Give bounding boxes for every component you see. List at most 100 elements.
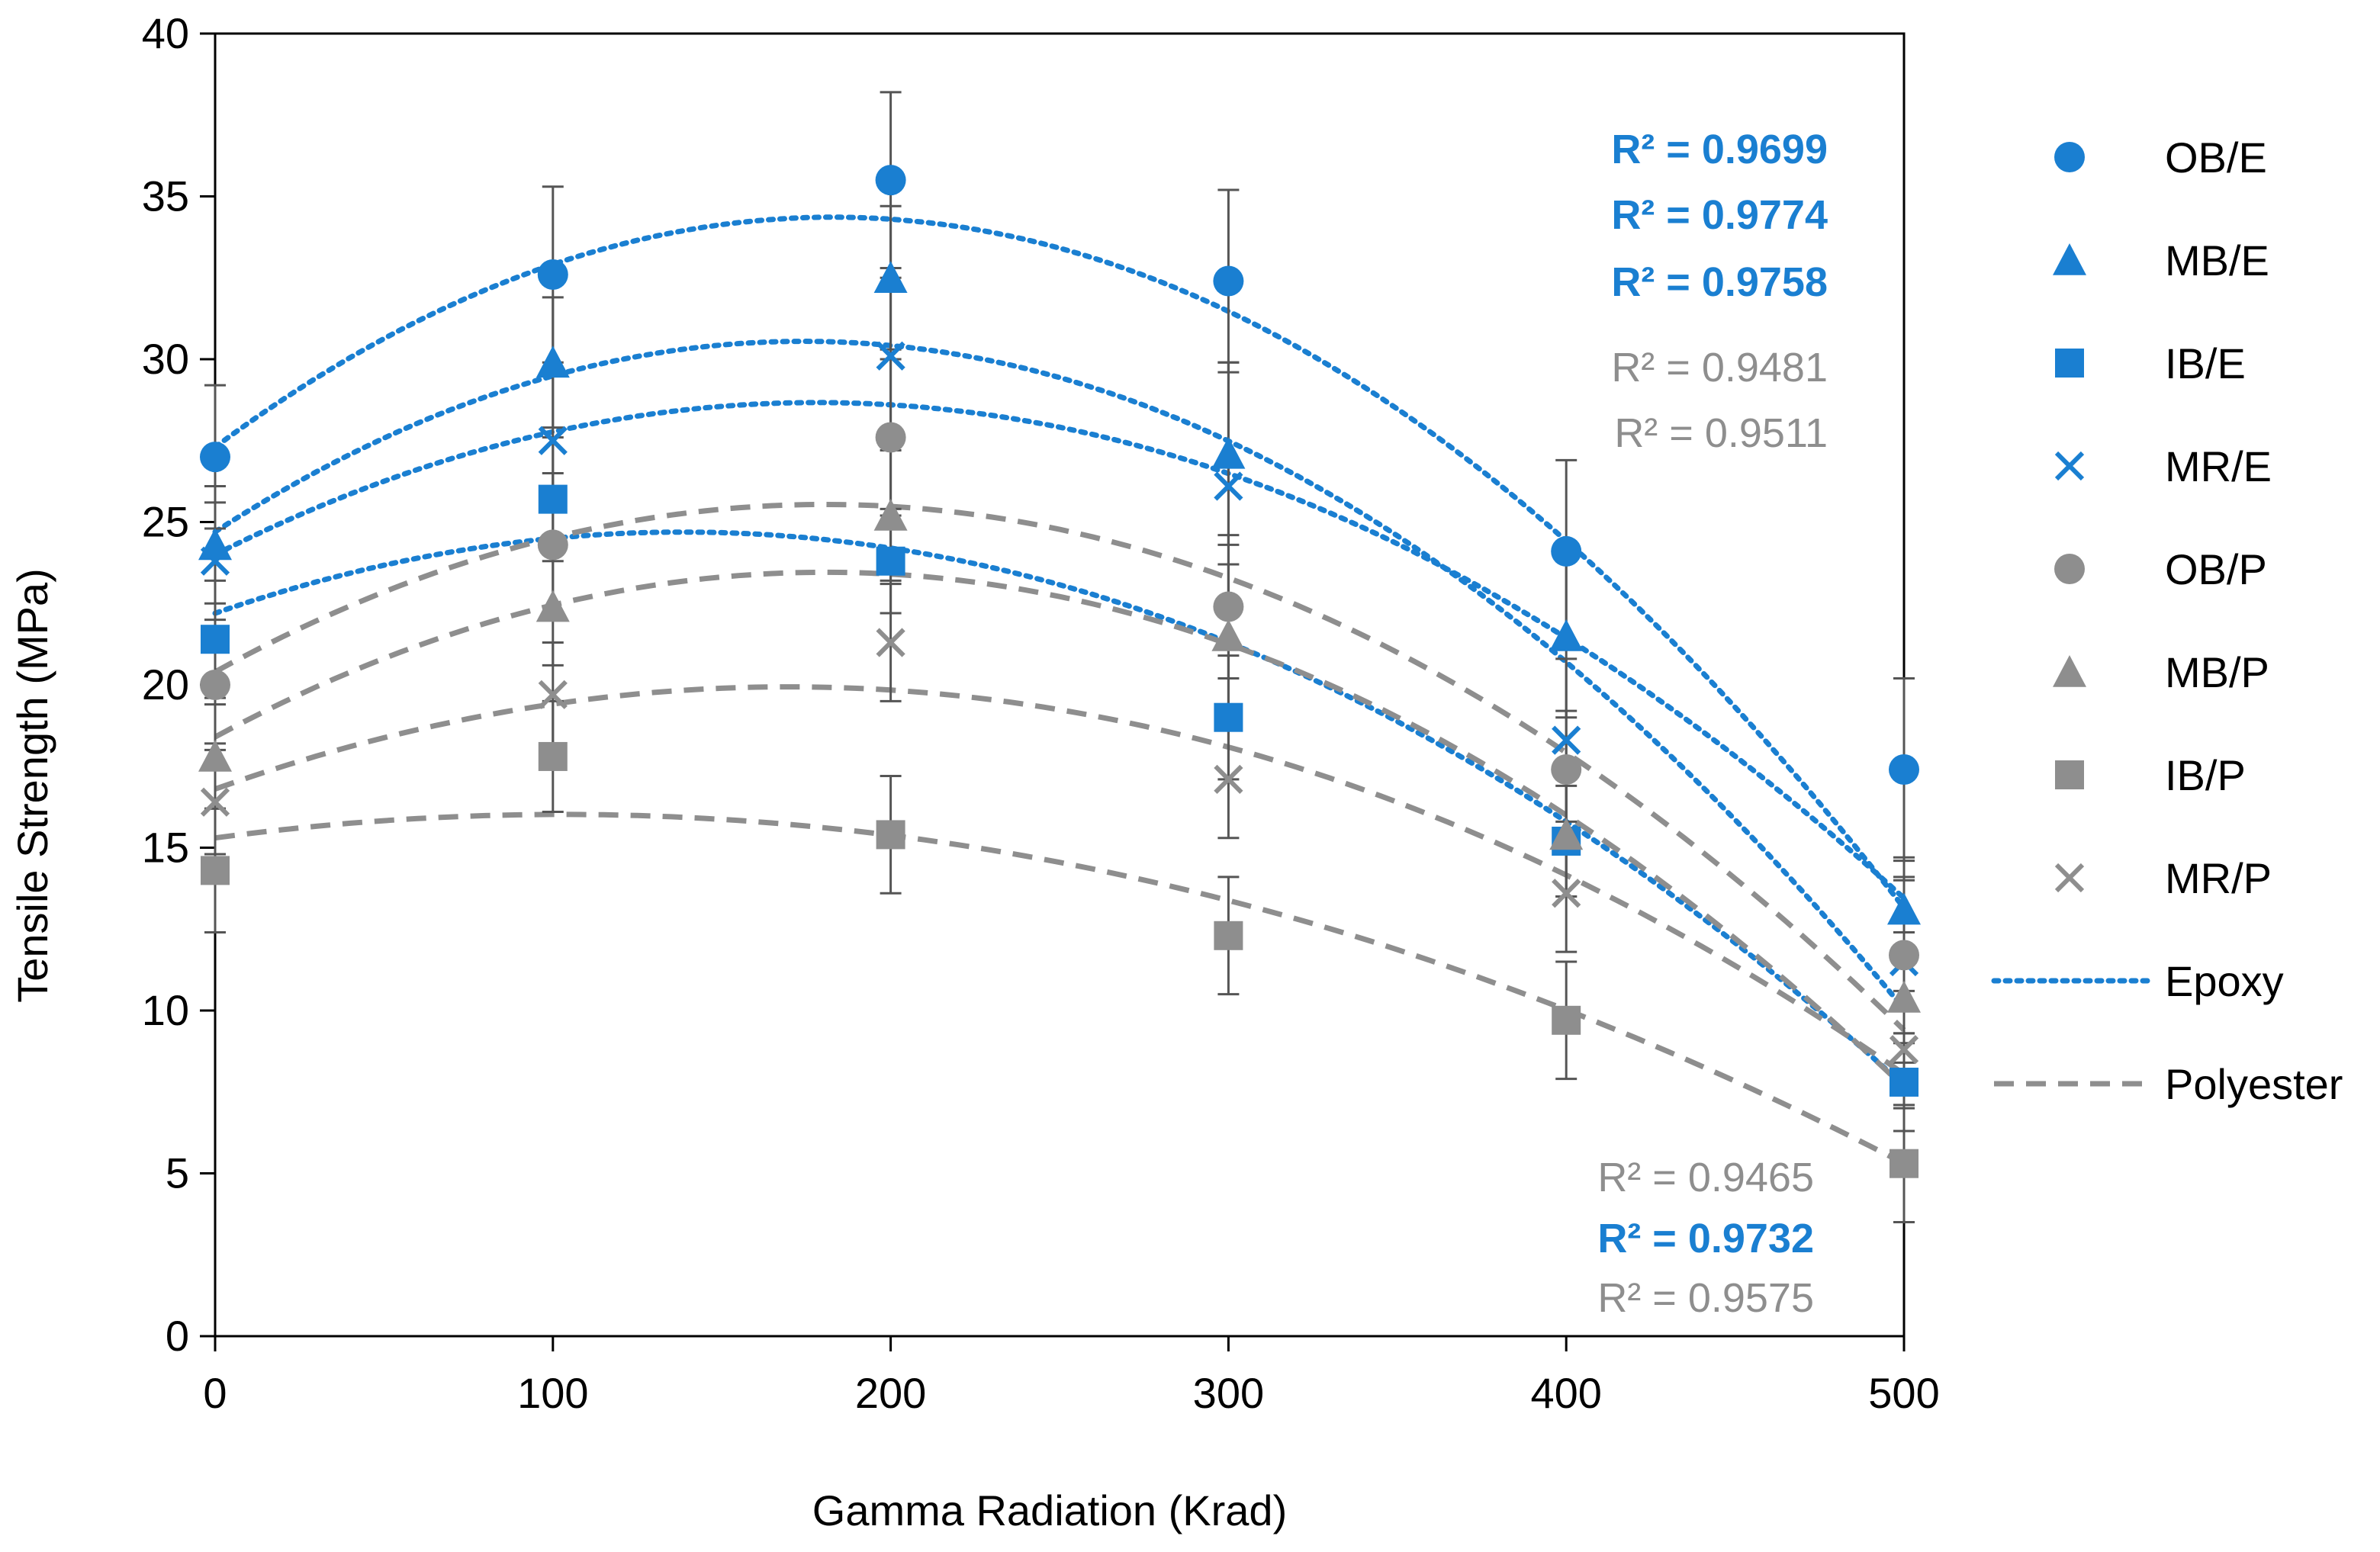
point-ob-e <box>1889 754 1919 786</box>
legend-swatch <box>2053 243 2086 275</box>
point-mr-e <box>538 426 568 455</box>
legend-item-ib-p: IB/P <box>2055 751 2246 799</box>
point-mr-p <box>538 680 568 709</box>
y-tick-label: 20 <box>142 660 189 709</box>
point-ob-p <box>200 670 230 700</box>
point-ib-p <box>1890 1149 1918 1178</box>
y-tick-label: 5 <box>166 1149 189 1197</box>
legend-item-epoxy: Epoxy <box>1991 957 2284 1005</box>
point-mb-p <box>198 739 232 772</box>
x-tick-label: 500 <box>1868 1369 1939 1417</box>
point-mr-e <box>1214 471 1243 501</box>
trendline-polyester-5 <box>214 501 1906 1033</box>
legend-label: MB/P <box>2165 648 2269 696</box>
point-ib-e <box>201 625 230 654</box>
y-axis-title: Tensile Strength (MPa) <box>8 568 56 1003</box>
y-tick-label: 35 <box>142 172 189 220</box>
point-ib-e <box>538 484 568 514</box>
point-mb-e <box>1549 619 1584 651</box>
point-ob-e <box>875 165 906 196</box>
legend-label: MB/E <box>2165 236 2269 284</box>
r2-label: R² = 0.9758 <box>1611 259 1828 305</box>
x-tick-label: 300 <box>1193 1369 1264 1417</box>
point-ob-e <box>1551 535 1582 567</box>
point-ib-p <box>876 820 905 850</box>
y-tick-label: 25 <box>142 498 189 546</box>
trendline-epoxy-4 <box>212 529 1907 1088</box>
r2-label: R² = 0.9481 <box>1611 345 1828 390</box>
markers-layer <box>198 165 1921 1178</box>
legend-label: MR/E <box>2165 442 2272 490</box>
legend-label: OB/P <box>2165 545 2267 593</box>
point-ib-e <box>876 546 905 576</box>
point-mb-e <box>873 261 908 294</box>
point-ib-e <box>1890 1067 1918 1097</box>
point-mr-p <box>876 628 905 657</box>
legend: OB/E MB/E IB/E MR/E OB/P MB/P IB/P MR/P Epoxy Pol… <box>1991 133 2343 1108</box>
point-mr-e <box>876 341 905 371</box>
r2-label: R² = 0.9511 <box>1614 410 1828 456</box>
point-mr-p <box>1552 879 1581 908</box>
point-mb-p <box>1887 980 1921 1013</box>
point-mr-p <box>1214 764 1243 794</box>
legend-label: IB/P <box>2165 751 2246 799</box>
point-mb-e <box>536 345 570 378</box>
legend-label: Epoxy <box>2165 957 2284 1005</box>
legend-swatch <box>2054 863 2085 893</box>
point-mb-e <box>1887 892 1921 925</box>
legend-swatch <box>2055 349 2084 378</box>
trendlines-layer <box>212 214 1907 1166</box>
trendline-epoxy-1 <box>212 214 1907 911</box>
x-tick-label: 100 <box>517 1369 588 1417</box>
trendline-epoxy-3 <box>212 400 1907 901</box>
x-tick-label: 0 <box>203 1369 227 1417</box>
point-mr-e <box>1552 725 1581 755</box>
legend-label: IB/E <box>2165 339 2246 387</box>
legend-item-mb-e: MB/E <box>2053 236 2269 284</box>
y-tick-label: 30 <box>142 335 189 383</box>
point-mr-p <box>200 787 230 817</box>
legend-swatch <box>2054 554 2085 584</box>
point-ob-e <box>537 259 568 290</box>
point-ob-e <box>1213 265 1244 297</box>
r2-label: R² = 0.9575 <box>1597 1275 1814 1321</box>
point-mb-e <box>198 528 232 561</box>
point-mr-e <box>200 546 230 576</box>
point-ob-p <box>1889 940 1919 971</box>
legend-swatch <box>2054 451 2085 481</box>
trendline-polyester-6 <box>214 569 1906 1089</box>
point-ob-p <box>1551 754 1582 786</box>
point-ib-p <box>1552 1005 1581 1035</box>
point-mb-p <box>873 498 908 531</box>
r2-label: R² = 0.9465 <box>1597 1155 1814 1200</box>
legend-item-mr-e: MR/E <box>2054 442 2272 490</box>
point-mb-p <box>536 590 570 622</box>
trendline-epoxy-2 <box>212 338 1907 1012</box>
legend-item-polyester: Polyester <box>1994 1060 2343 1108</box>
point-ob-p <box>1213 591 1244 622</box>
point-mb-p <box>1549 818 1584 850</box>
r2-label: R² = 0.9732 <box>1597 1216 1814 1261</box>
legend-item-mr-p: MR/P <box>2054 854 2272 902</box>
x-tick-label: 200 <box>855 1369 926 1417</box>
r2-annotations-layer: R² = 0.9699 R² = 0.9774 R² = 0.9758 R² = 0.… <box>1597 127 1828 1321</box>
legend-swatch <box>2053 655 2086 687</box>
point-mb-p <box>1211 619 1246 651</box>
legend-swatch <box>2054 142 2085 172</box>
legend-swatch <box>2055 760 2084 789</box>
point-ob-e <box>200 442 230 473</box>
point-ib-p <box>1214 921 1243 950</box>
y-tick-label: 15 <box>142 824 189 872</box>
trendline-polyester-7 <box>214 684 1906 1077</box>
point-ib-p <box>538 741 568 771</box>
legend-label: Polyester <box>2165 1060 2343 1108</box>
r2-label: R² = 0.9699 <box>1611 127 1828 172</box>
legend-item-ob-e: OB/E <box>2054 133 2267 182</box>
legend-label: OB/E <box>2165 133 2267 182</box>
point-mb-e <box>1211 436 1246 469</box>
point-mr-p <box>1889 1035 1919 1065</box>
y-tick-label: 10 <box>142 986 189 1034</box>
r2-label: R² = 0.9774 <box>1611 192 1828 238</box>
